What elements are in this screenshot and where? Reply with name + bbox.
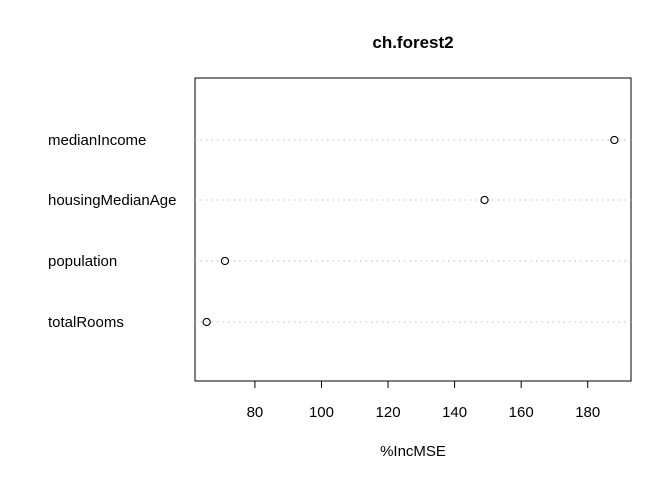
point-housing-median-age <box>480 195 489 205</box>
x-axis: 80 100 120 140 160 180 <box>247 380 600 421</box>
category-label-housing-median-age: housingMedianAge <box>48 192 176 209</box>
x-tick-label-80: 80 <box>247 404 264 421</box>
category-labels: medianIncome housingMedianAge population to… <box>48 132 176 331</box>
category-label-total-rooms: totalRooms <box>48 314 124 331</box>
category-label-median-income: medianIncome <box>48 132 146 149</box>
point-population <box>220 256 230 266</box>
chart-title: ch.forest2 <box>372 33 453 52</box>
gridlines <box>195 139 631 323</box>
x-tick-label-180: 180 <box>575 404 600 421</box>
category-label-population: population <box>48 253 117 270</box>
point-total-rooms <box>202 317 211 327</box>
x-axis-label: %IncMSE <box>380 443 446 460</box>
x-tick-label-160: 160 <box>509 404 534 421</box>
plot-frame <box>194 77 632 382</box>
x-tick-label-100: 100 <box>309 404 334 421</box>
data-points <box>202 135 619 327</box>
x-tick-label-120: 120 <box>376 404 401 421</box>
x-tick-label-140: 140 <box>442 404 467 421</box>
point-median-income <box>610 135 619 145</box>
